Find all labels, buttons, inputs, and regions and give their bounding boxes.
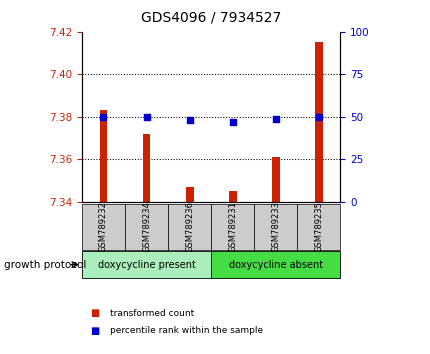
- Bar: [228, 191, 236, 202]
- Point: [315, 114, 322, 120]
- Bar: [314, 42, 322, 202]
- Bar: [271, 157, 279, 202]
- FancyBboxPatch shape: [125, 204, 168, 250]
- Bar: [99, 110, 107, 202]
- Text: transformed count: transformed count: [110, 309, 194, 318]
- Point: [143, 114, 150, 120]
- FancyBboxPatch shape: [211, 204, 254, 250]
- Text: doxycycline absent: doxycycline absent: [228, 259, 322, 270]
- Point: [186, 118, 193, 123]
- Text: GSM789232: GSM789232: [99, 201, 108, 252]
- FancyBboxPatch shape: [82, 204, 125, 250]
- Text: percentile rank within the sample: percentile rank within the sample: [110, 326, 262, 336]
- Text: GSM789235: GSM789235: [314, 201, 322, 252]
- Point: [229, 119, 236, 125]
- FancyBboxPatch shape: [297, 204, 340, 250]
- FancyBboxPatch shape: [168, 204, 211, 250]
- FancyBboxPatch shape: [211, 251, 340, 278]
- Point: [272, 116, 279, 121]
- Text: ■: ■: [90, 308, 99, 318]
- Text: growth protocol: growth protocol: [4, 260, 86, 270]
- Text: ■: ■: [90, 326, 99, 336]
- Text: GSM789234: GSM789234: [142, 201, 150, 252]
- FancyBboxPatch shape: [254, 204, 297, 250]
- Point: [100, 114, 107, 120]
- Bar: [142, 134, 150, 202]
- Text: GSM789236: GSM789236: [185, 201, 194, 252]
- Text: GSM789231: GSM789231: [228, 201, 236, 252]
- Text: doxycycline present: doxycycline present: [97, 259, 195, 270]
- Bar: [185, 187, 193, 202]
- Text: GDS4096 / 7934527: GDS4096 / 7934527: [141, 11, 281, 25]
- FancyBboxPatch shape: [82, 251, 211, 278]
- Text: GSM789233: GSM789233: [271, 201, 280, 252]
